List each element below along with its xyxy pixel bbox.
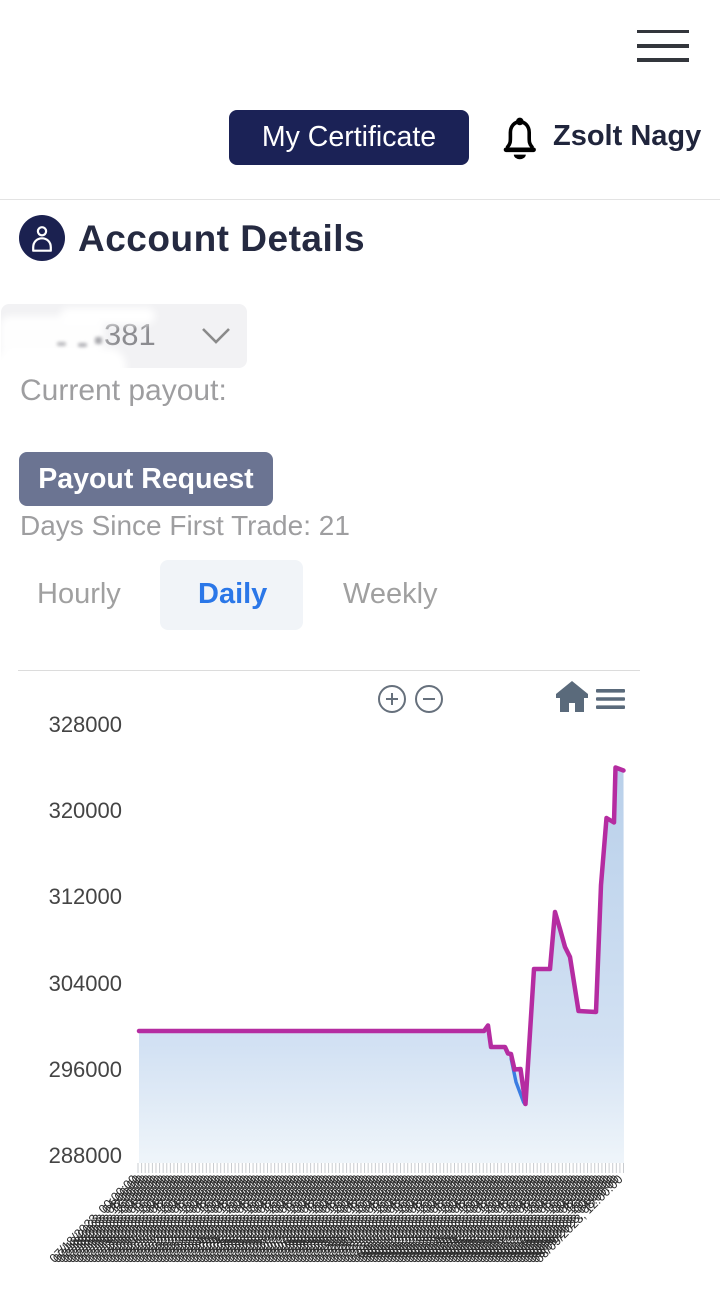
- svg-text:328000: 328000: [49, 712, 122, 737]
- svg-text:312000: 312000: [49, 884, 122, 909]
- svg-text:304000: 304000: [49, 971, 122, 996]
- svg-text:296000: 296000: [49, 1057, 122, 1082]
- svg-text:320000: 320000: [49, 798, 122, 823]
- svg-text:288000: 288000: [49, 1143, 122, 1168]
